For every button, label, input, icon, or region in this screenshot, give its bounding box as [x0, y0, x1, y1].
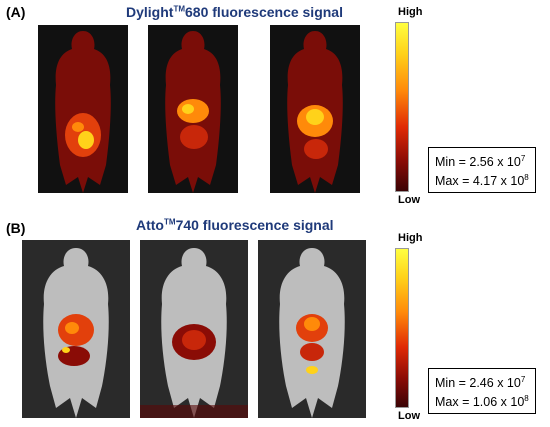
panel-b-scale-low-label: Low [398, 410, 420, 422]
panel-b-title-sup: TM [164, 217, 176, 227]
panel-a-title-sup: TM [173, 4, 186, 14]
panel-b-minmax-box: Min = 2.46 x 107 Max = 1.06 x 108 [428, 368, 536, 415]
panel-b-scale-high-label: High [398, 232, 423, 244]
panel-a-scale-low-label: Low [398, 194, 420, 206]
panel-b-mouse-image-3 [258, 240, 366, 418]
panel-a-title-main: Dylight [126, 4, 174, 20]
panel-b-label: (B) [6, 220, 26, 236]
panel-a-min-value: Min = 2.56 x 107 [435, 154, 526, 170]
panel-b-mouse-image-1 [22, 240, 130, 418]
panel-a-mouse-image-3 [270, 25, 360, 193]
panel-b-colorbar [395, 248, 409, 408]
panel-a-label: (A) [6, 4, 26, 20]
panel-a-max-value: Max = 4.17 x 108 [435, 173, 529, 189]
panel-b-min-value: Min = 2.46 x 107 [435, 375, 526, 391]
panel-b-mouse-image-2 [140, 240, 248, 418]
panel-a-mouse-image-1 [38, 25, 128, 193]
panel-a-minmax-box: Min = 2.56 x 107 Max = 4.17 x 108 [428, 147, 536, 194]
panel-b-title-rest: 740 fluorescence signal [175, 217, 334, 233]
panel-a-scale-high-label: High [398, 6, 423, 18]
panel-a-mouse-image-2 [148, 25, 238, 193]
panel-b-max-value: Max = 1.06 x 108 [435, 394, 529, 410]
panel-b-title-main: Atto [136, 217, 164, 233]
panel-b-title: AttoTM740 fluorescence signal [136, 217, 334, 233]
panel-a-title: DylightTM680 fluorescence signal [126, 4, 343, 20]
panel-a-title-rest: 680 fluorescence signal [185, 4, 343, 20]
panel-a-colorbar [395, 22, 409, 192]
